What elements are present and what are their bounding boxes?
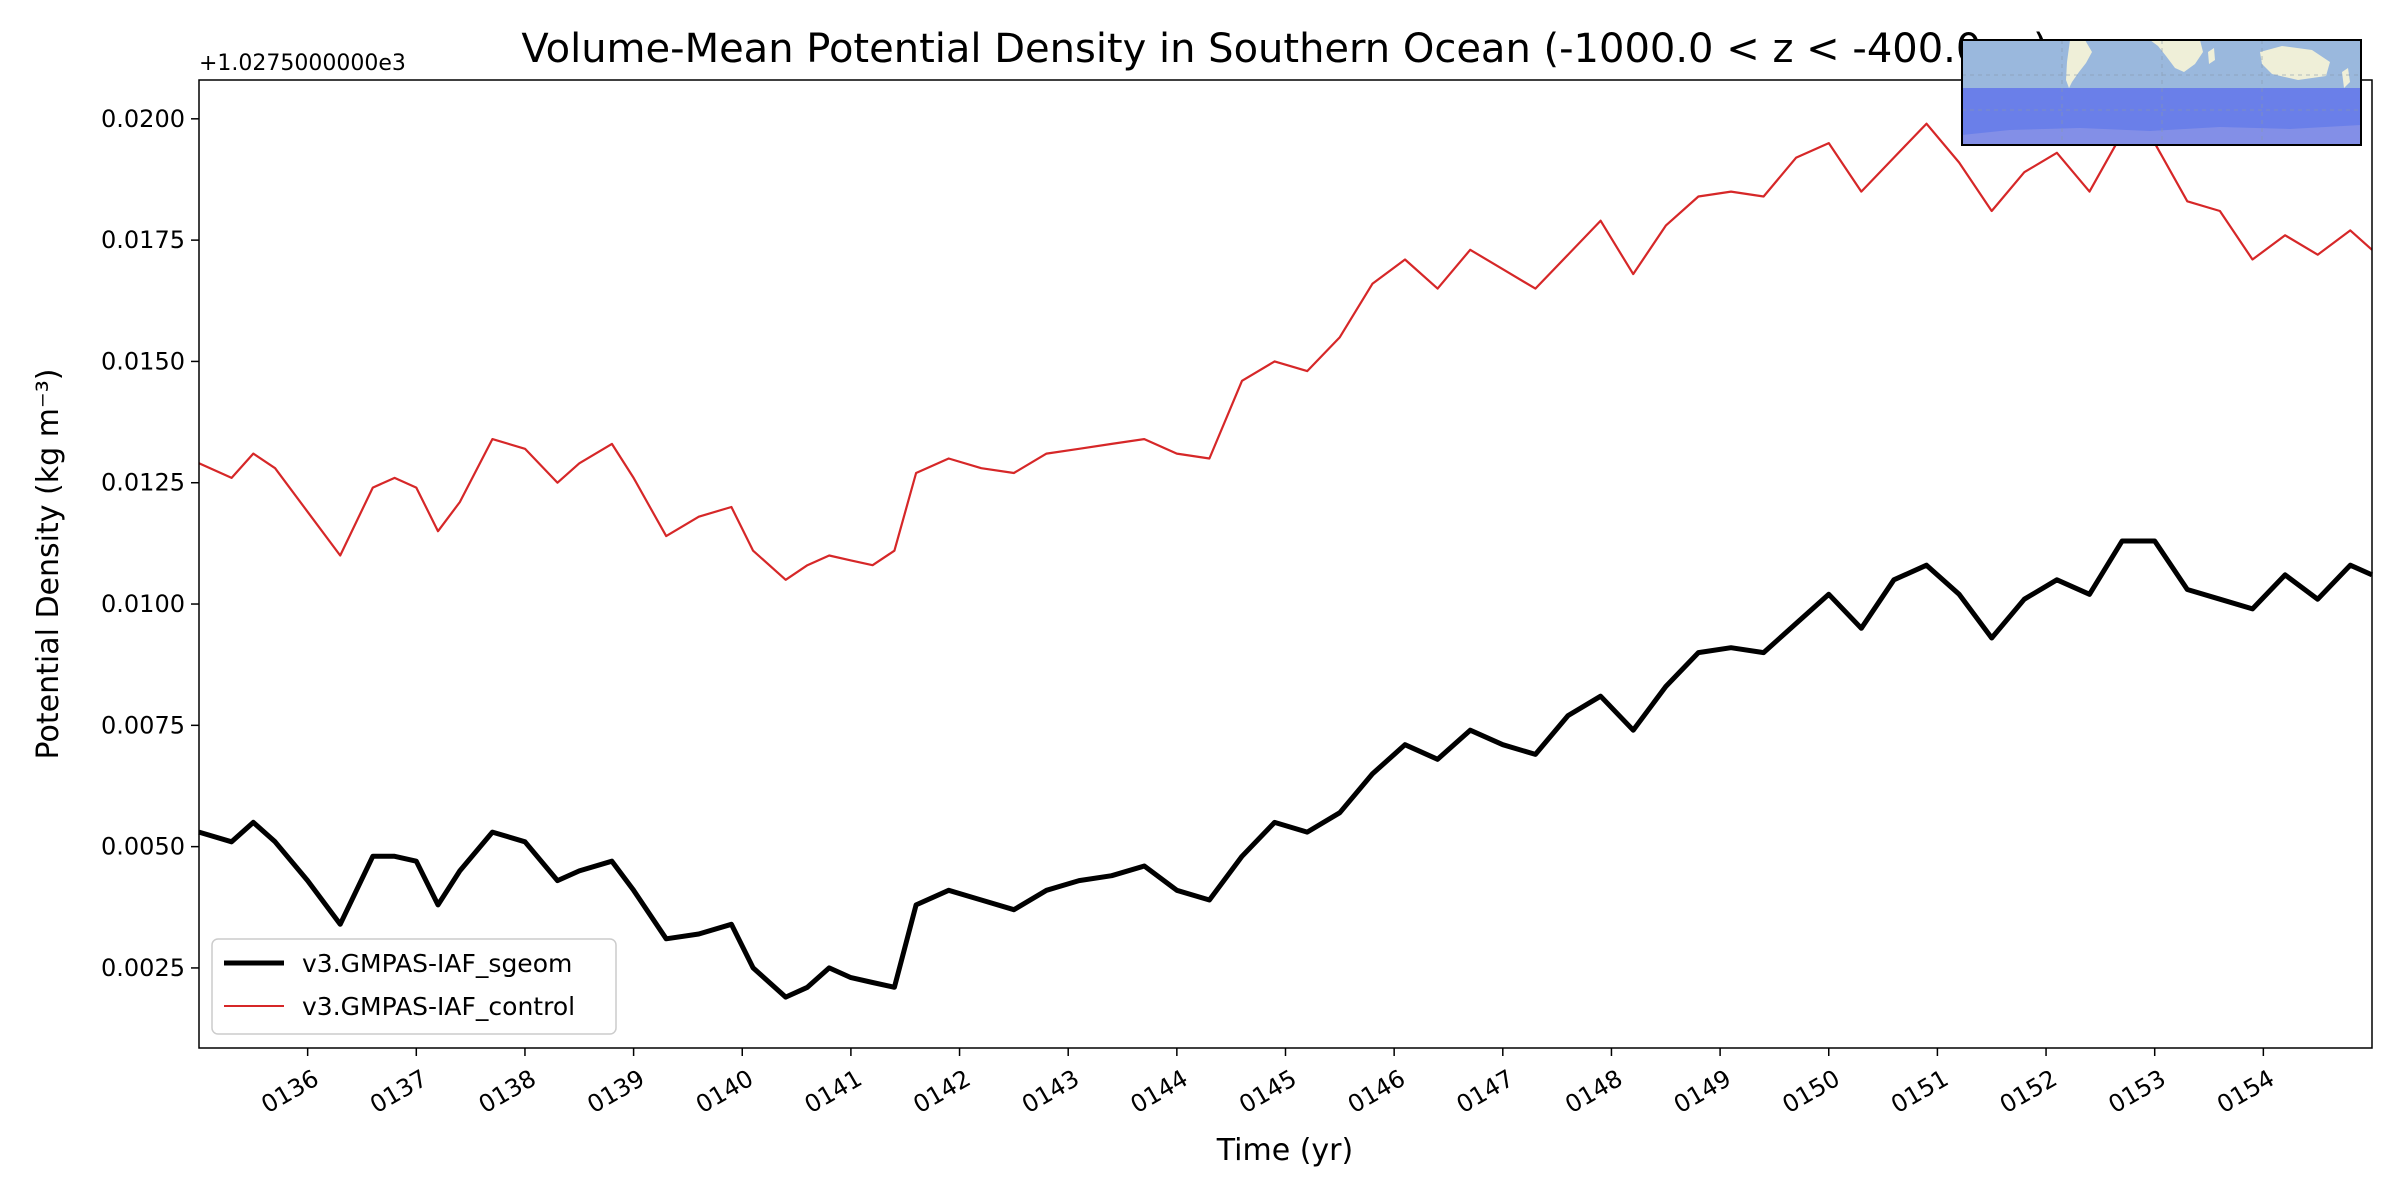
- y-tick-label: 0.0175: [101, 226, 185, 254]
- x-tick-label: 0152: [1995, 1064, 2062, 1119]
- legend-frame: [211, 938, 617, 1035]
- plot-frame: [198, 79, 2373, 1049]
- x-tick-label: 0147: [1452, 1064, 1519, 1119]
- x-tick-label: 0153: [2104, 1064, 2171, 1119]
- x-tick-label: 0140: [691, 1064, 758, 1119]
- x-tick-label: 0154: [2212, 1064, 2279, 1119]
- legend-label-sgeom: v3.GMPAS-IAF_sgeom: [302, 949, 572, 978]
- x-tick-label: 0139: [583, 1064, 650, 1119]
- x-tick-label: 0138: [474, 1064, 541, 1119]
- chart-title: Volume-Mean Potential Density in Souther…: [521, 26, 2048, 72]
- series-line-0: [198, 538, 2374, 1000]
- y-tick-label: 0.0200: [101, 105, 185, 133]
- offset-label: +1.0275000000e3: [199, 51, 406, 76]
- y-tick-label: 0.0125: [101, 469, 185, 497]
- y-tick-label: 0.0075: [101, 711, 185, 739]
- x-tick-label: 0144: [1126, 1064, 1193, 1119]
- x-tick-label: 0141: [800, 1064, 867, 1119]
- map-land-africa: [2150, 40, 2203, 72]
- x-axis-label: Time (yr): [1216, 1133, 1353, 1168]
- map-land-new-zealand: [2342, 68, 2350, 88]
- x-tick-label: 0142: [908, 1064, 975, 1119]
- x-axis: 0136 0137 0138 0139 0140 0141 0142 0143 0144 0145…: [257, 1048, 2279, 1119]
- x-tick-label: 0151: [1886, 1064, 1953, 1119]
- legend-label-control: v3.GMPAS-IAF_control: [302, 992, 575, 1021]
- map-land-south-america: [2066, 40, 2092, 88]
- y-tick-label: 0.0025: [101, 954, 185, 982]
- x-tick-label: 0145: [1234, 1064, 1301, 1119]
- map-land-australia: [2260, 46, 2330, 80]
- x-tick-label: 0143: [1017, 1064, 1084, 1119]
- y-tick-label: 0.0100: [101, 590, 185, 618]
- map-graticule: [1962, 40, 2361, 145]
- y-axis: 0.0025 0.0050 0.0075 0.0100 0.0125 0.0150 0.01…: [101, 105, 199, 982]
- series-line-1: [198, 122, 2373, 581]
- inset-map: [1961, 39, 2362, 146]
- x-tick-label: 0137: [365, 1064, 432, 1119]
- y-tick-label: 0.0150: [101, 347, 185, 375]
- x-tick-label: 0146: [1343, 1064, 1410, 1119]
- legend: v3.GMPAS-IAF_sgeom v3.GMPAS-IAF_control: [211, 938, 617, 1035]
- x-tick-label: 0148: [1560, 1064, 1627, 1119]
- map-land-madagascar: [2208, 48, 2215, 64]
- x-tick-label: 0136: [257, 1064, 324, 1119]
- map-frame: [1961, 39, 2362, 146]
- y-axis-label: Potential Density (kg m⁻³): [31, 369, 66, 760]
- x-tick-label: 0149: [1669, 1064, 1736, 1119]
- plot-lines: [198, 122, 2374, 1000]
- y-tick-label: 0.0050: [101, 833, 185, 861]
- x-tick-label: 0150: [1778, 1064, 1845, 1119]
